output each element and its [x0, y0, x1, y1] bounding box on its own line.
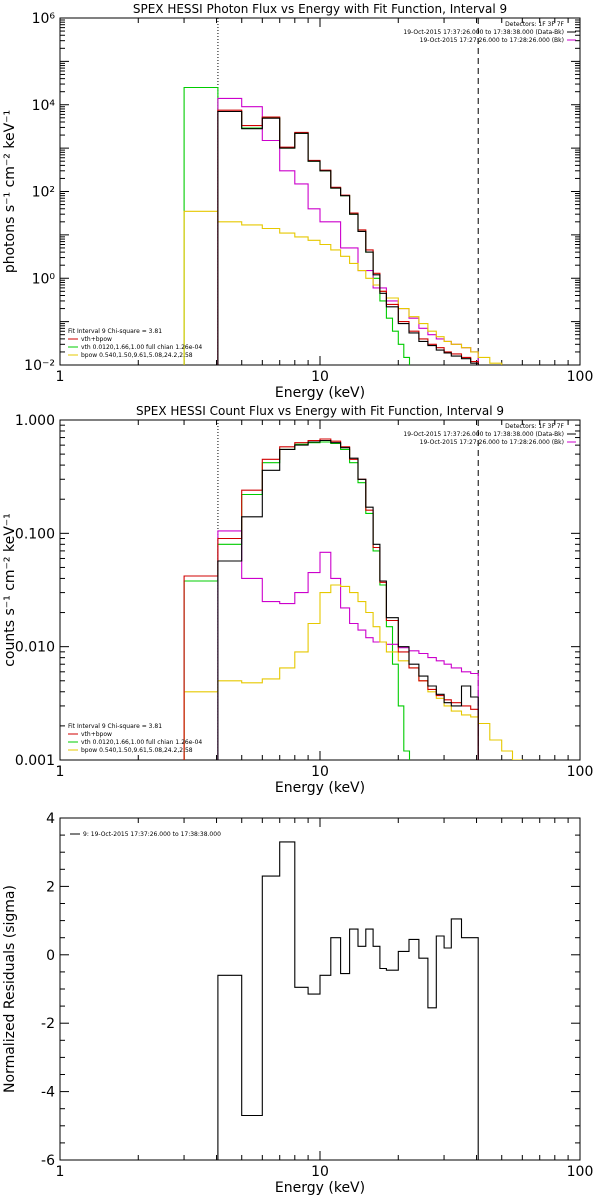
legend-entry: vth+bpow	[81, 731, 112, 738]
series-line	[183, 210, 503, 365]
x-tick-label: 100	[567, 764, 594, 780]
y-tick-label: 0.001	[15, 753, 55, 769]
legend-entry: Fit Interval 9 Chi-square = 3.81	[68, 328, 162, 335]
x-tick-label: 1	[56, 369, 65, 385]
series-group	[183, 86, 503, 365]
legend-entry: 19-Oct-2015 17:27:26.000 to 17:28:26.000…	[420, 439, 564, 446]
series-line	[217, 439, 479, 760]
panel-photon: SPEX HESSI Photon Flux vs Energy with Fi…	[2, 2, 593, 401]
legend-entry: bpow 0.540,1.50,9.61,5.08,24.2,2.58	[81, 747, 193, 754]
chart-title: SPEX HESSI Photon Flux vs Energy with Fi…	[133, 2, 507, 16]
panel-residuals: 1 10 100 Energy (keV) -6 -4 -2 0 2 4 Normalized Re…	[2, 811, 593, 1196]
legend-entry: Fit Interval 9 Chi-square = 3.81	[68, 723, 162, 730]
legend-entry: 9: 19-Oct-2015 17:37:26.000 to 17:38:38.…	[83, 831, 221, 838]
y-tick-label: -4	[41, 1085, 55, 1101]
x-tick-label: 1	[56, 1164, 65, 1180]
legend-entry: vth+bpow	[81, 336, 112, 343]
legend-entry: 19-Oct-2015 17:27:26.000 to 17:28:26.000…	[420, 37, 564, 44]
x-tick-label: 1	[56, 764, 65, 780]
y-tick-label: 0.010	[15, 640, 55, 656]
legend-entry: 19-Oct-2015 17:37:26.000 to 17:38:38.000…	[403, 431, 564, 438]
series-group	[217, 841, 479, 1160]
y-axis-label: counts s⁻¹ cm⁻² keV⁻¹	[2, 513, 18, 667]
series-line	[217, 530, 479, 760]
legend-entry: vth 0.0120,1.66,1.00 full chian 1.26e-04	[81, 739, 202, 746]
y-tick-label: 1.000	[15, 413, 55, 429]
legend-entry: bpow 0.540,1.50,9.61,5.08,24.2,2.58	[81, 352, 193, 359]
series-line	[217, 841, 479, 1160]
x-axis-label: Energy (keV)	[275, 1180, 365, 1196]
x-tick-label: 100	[567, 1164, 594, 1180]
y-tick-label: 10⁰	[32, 271, 56, 287]
y-tick-label: 0.100	[15, 526, 55, 542]
series-line	[217, 110, 479, 365]
y-axis-label: photons s⁻¹ cm⁻² keV⁻¹	[2, 110, 18, 273]
y-tick-label: 10²	[32, 185, 55, 201]
y-tick-label: 0	[46, 948, 55, 964]
y-axis-label: Normalized Residuals (sigma)	[2, 885, 18, 1093]
x-tick-label: 100	[567, 369, 594, 385]
y-tick-label: -6	[41, 1153, 55, 1169]
series-line	[183, 584, 523, 760]
x-tick-label: 10	[311, 1164, 329, 1180]
panel-count: SPEX HESSI Count Flux vs Energy with Fit…	[2, 404, 593, 796]
y-tick-label: -2	[41, 1016, 55, 1032]
y-tick-label: 10⁴	[32, 98, 56, 114]
x-tick-label: 10	[311, 369, 329, 385]
chart-title: SPEX HESSI Count Flux vs Energy with Fit…	[136, 404, 504, 418]
y-tick-label: 4	[46, 811, 55, 827]
y-tick-label: 10⁶	[32, 11, 56, 27]
legend-entry: vth 0.0120,1.66,1.00 full chian 1.26e-04	[81, 344, 202, 351]
x-axis-label: Energy (keV)	[275, 780, 365, 796]
legend-entry: 19-Oct-2015 17:37:26.000 to 17:38:38.000…	[403, 29, 564, 36]
legend-entry: Detectors: 1F 3F 7F	[505, 21, 564, 28]
series-group	[183, 438, 523, 760]
y-tick-label: 2	[46, 879, 55, 895]
x-tick-label: 10	[311, 764, 329, 780]
y-tick-label: 10⁻²	[24, 358, 55, 374]
legend-entry: Detectors: 1F 3F 7F	[505, 423, 564, 430]
x-axis-label: Energy (keV)	[275, 385, 365, 401]
